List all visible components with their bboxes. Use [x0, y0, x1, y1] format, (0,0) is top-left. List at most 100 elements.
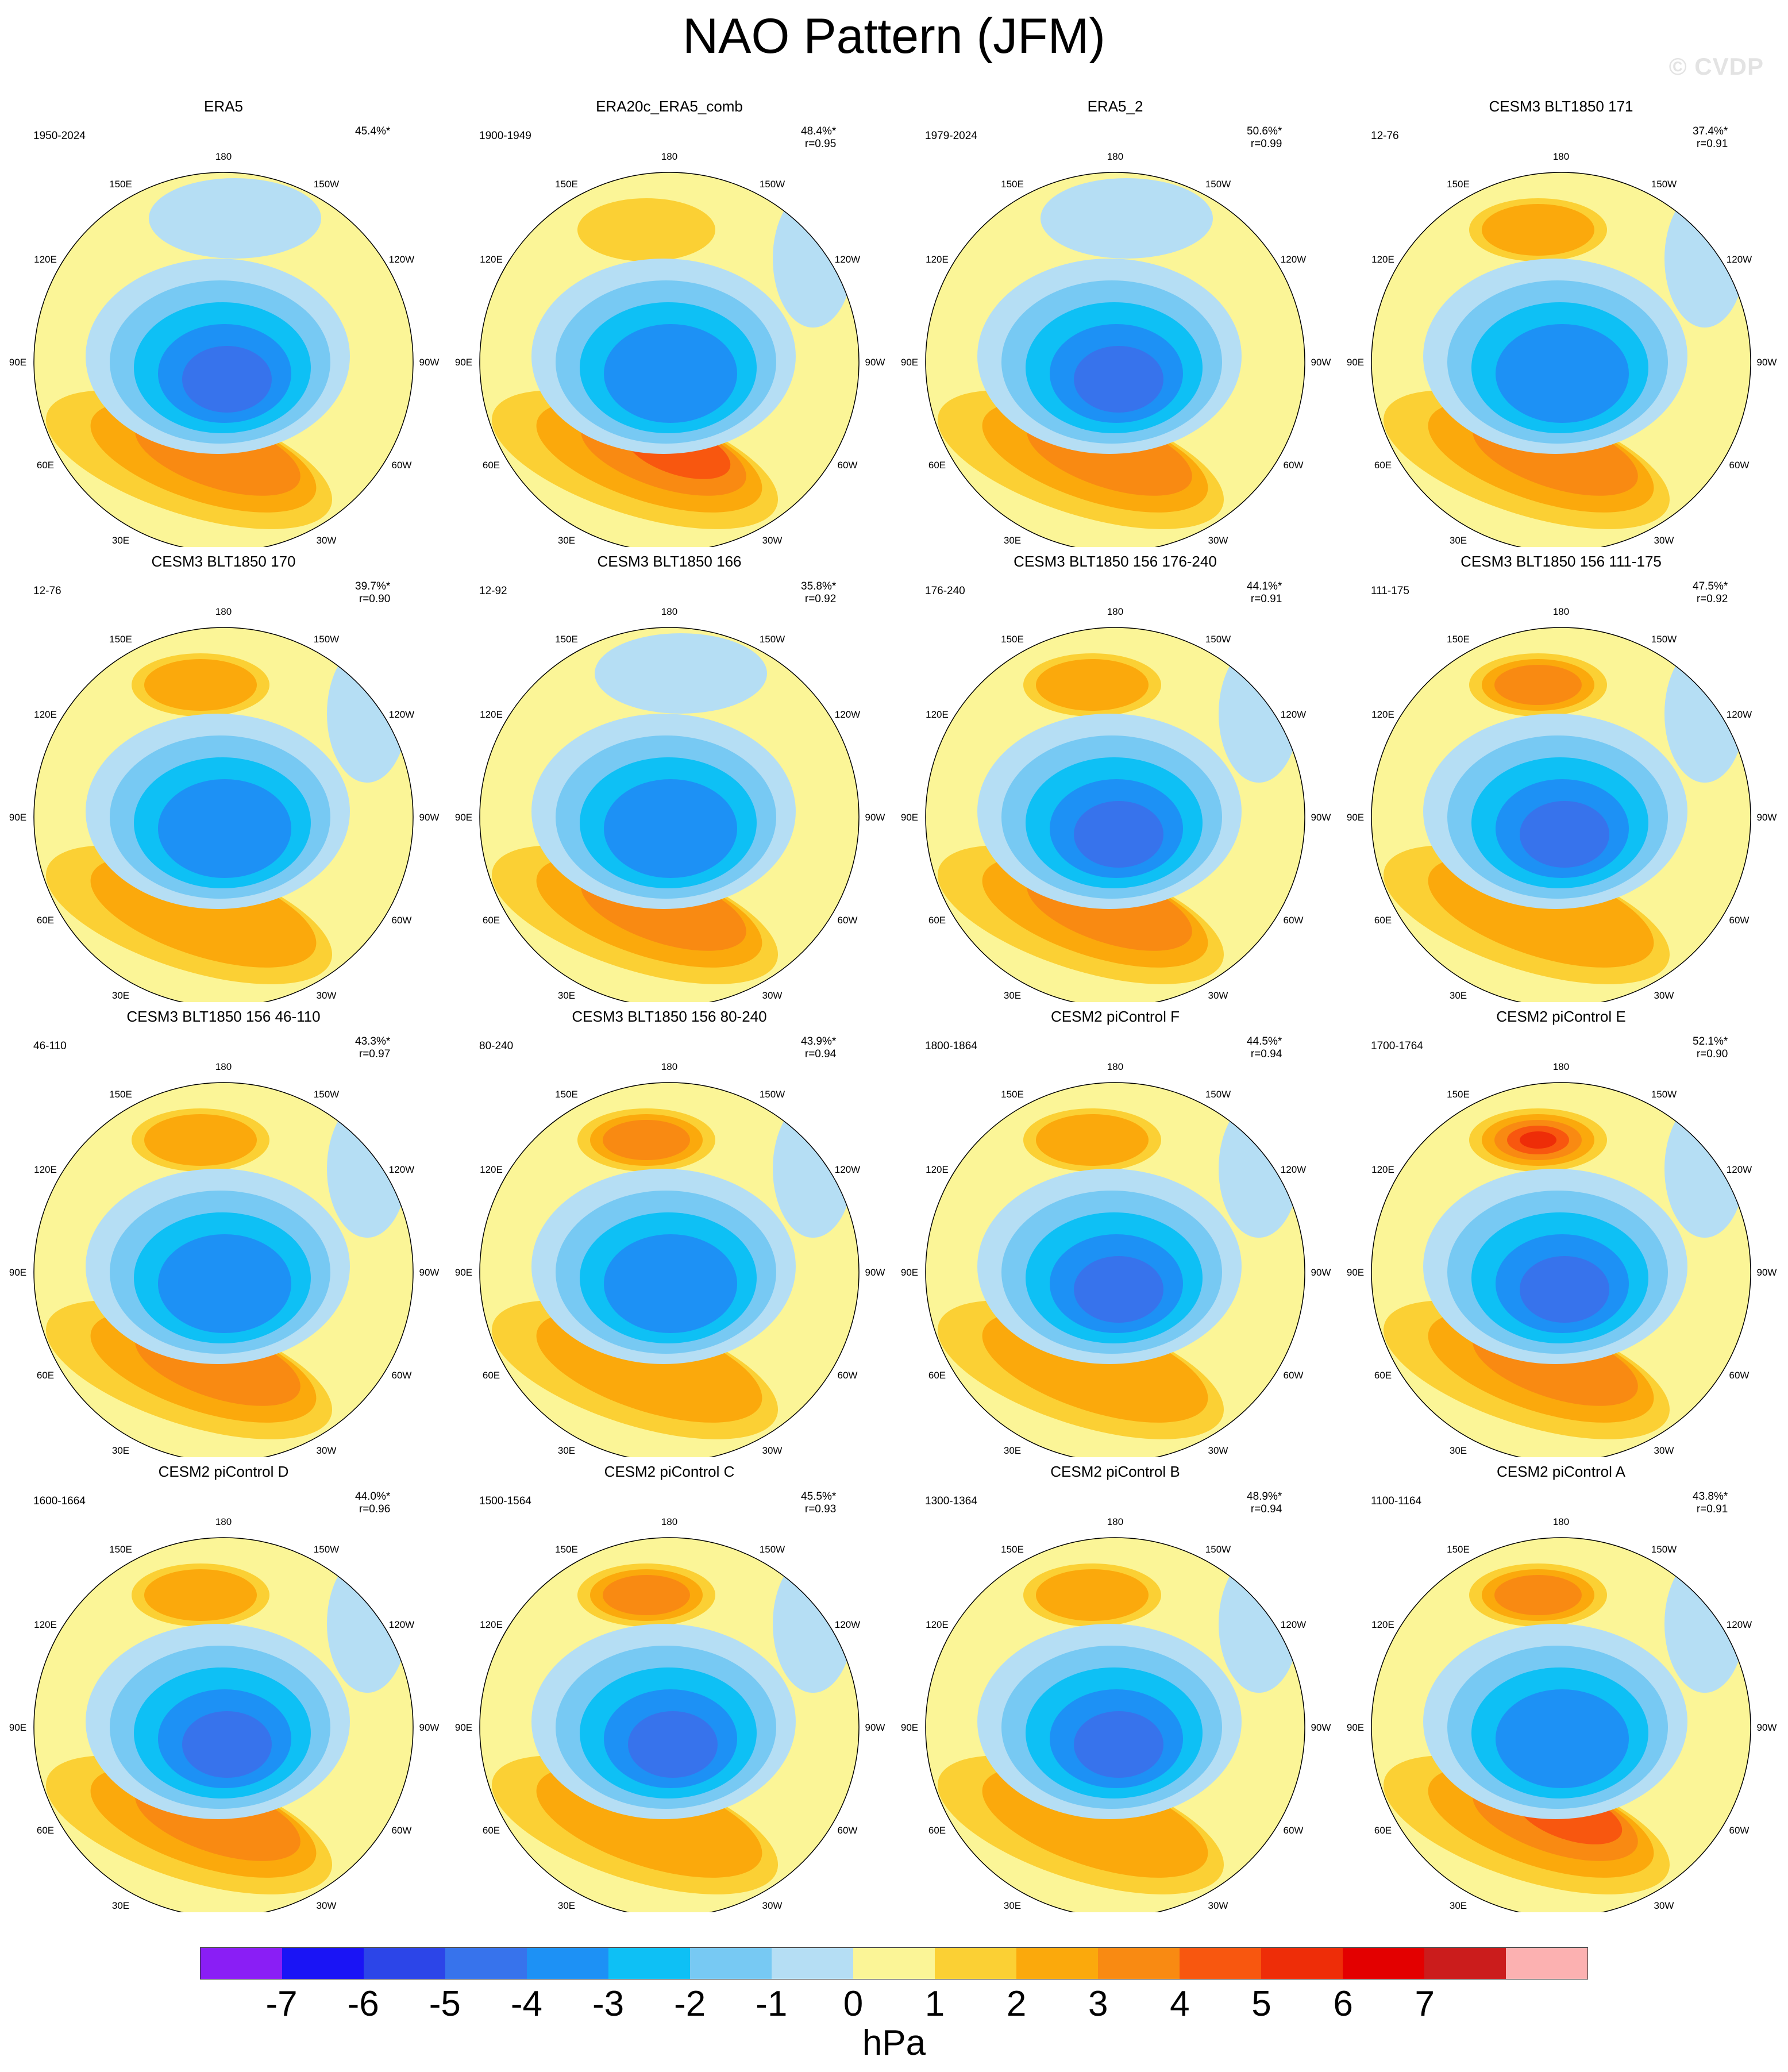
panel-title: CESM3 BLT1850 156 111-175: [1461, 553, 1662, 570]
longitude-label: 90E: [9, 1267, 26, 1278]
colorbar-box: [282, 1948, 364, 1979]
longitude-label: 120E: [480, 1619, 503, 1630]
explained-variance: 52.1%*: [1693, 1035, 1728, 1047]
field-layers: [480, 627, 859, 1002]
panel-period: 1979-2024: [925, 130, 977, 142]
colorbar-box: [445, 1948, 527, 1979]
longitude-label: 60E: [1374, 460, 1392, 471]
longitude-label: 150W: [314, 634, 339, 645]
panel-title: ERA20c_ERA5_comb: [596, 98, 743, 115]
longitude-label: 90E: [901, 812, 918, 823]
polar-map: 180150E120E90E60E30E030W60W90W120W150W: [455, 1061, 885, 1457]
longitude-label: 150E: [1447, 634, 1470, 645]
field-layers: [480, 1083, 859, 1457]
explained-variance: 48.4%*: [801, 125, 837, 137]
colorbar-tick-label: 6: [1333, 1984, 1353, 2024]
colorbar-box: [364, 1948, 445, 1979]
field-layers: [926, 172, 1305, 547]
panel-stats: 39.7%* r=0.90: [355, 580, 390, 606]
longitude-label: 120E: [34, 254, 57, 265]
polar-map: 180150E120E90E60E30E030W60W90W120W150W: [455, 606, 885, 1002]
polar-map: 180150E120E90E60E30E030W60W90W120W150W: [901, 1516, 1331, 1912]
longitude-label: 90W: [865, 1267, 885, 1278]
longitude-label: 90W: [1311, 812, 1331, 823]
longitude-label: 120W: [1727, 709, 1752, 720]
longitude-label: 60W: [1729, 1370, 1750, 1381]
explained-variance: 44.1%*: [1247, 580, 1282, 592]
panel-period: 46-110: [33, 1040, 67, 1052]
panel-period: 1100-1164: [1371, 1495, 1422, 1507]
longitude-label: 150W: [760, 634, 785, 645]
longitude-label: 60E: [928, 1370, 946, 1381]
longitude-label: 150W: [1651, 1089, 1677, 1100]
field-layers: [34, 1083, 413, 1457]
polar-map: 180150E120E90E60E30E030W60W90W120W150W: [9, 151, 439, 547]
longitude-label: 150W: [314, 1089, 339, 1100]
longitude-label: 120W: [389, 1619, 414, 1630]
panel-title: CESM2 piControl B: [1050, 1463, 1180, 1480]
polar-map: 180150E120E90E60E30E030W60W90W120W150W: [9, 1061, 439, 1457]
longitude-label: 180: [1553, 1061, 1569, 1072]
panel-period: 1600-1664: [33, 1495, 86, 1507]
explained-variance: 50.6%*: [1247, 125, 1282, 137]
longitude-label: 120E: [1371, 1619, 1394, 1630]
pattern-correlation: r=0.92: [1696, 593, 1728, 605]
explained-variance: 39.7%*: [355, 580, 391, 592]
longitude-label: 90E: [455, 1267, 472, 1278]
panel-period: 1800-1864: [925, 1040, 977, 1052]
map-panel: ERA20c_ERA5_comb 1900-1949 48.4%* r=0.95 180…: [446, 92, 893, 547]
longitude-label: 150W: [1205, 179, 1231, 190]
longitude-label: 180: [1107, 151, 1123, 162]
longitude-label: 150W: [1205, 634, 1231, 645]
polar-map: 180150E120E90E60E30E030W60W90W120W150W: [9, 606, 439, 1002]
longitude-label: 150W: [314, 1544, 339, 1555]
polar-map: 180150E120E90E60E30E030W60W90W120W150W: [1347, 151, 1777, 547]
longitude-label: 60E: [37, 1370, 54, 1381]
pattern-correlation: r=0.90: [1696, 1048, 1728, 1060]
longitude-label: 30E: [558, 1900, 575, 1911]
longitude-label: 150E: [1001, 179, 1024, 190]
longitude-label: 30W: [762, 990, 783, 1001]
longitude-label: 150E: [1447, 1089, 1470, 1100]
longitude-label: 30W: [1654, 1445, 1674, 1456]
longitude-label: 30W: [762, 1900, 783, 1911]
longitude-label: 120W: [1727, 254, 1752, 265]
colorbar-tick-label: -3: [592, 1984, 625, 2024]
panel-stats: 48.9%* r=0.94: [1247, 1491, 1282, 1516]
panel-stats: 44.5%* r=0.94: [1247, 1035, 1282, 1061]
longitude-label: 150W: [1205, 1089, 1231, 1100]
longitude-label: 90W: [1311, 1267, 1331, 1278]
longitude-label: 30W: [317, 535, 337, 546]
colorbar-box: [1424, 1948, 1506, 1979]
colorbar-box: [772, 1948, 853, 1979]
map-panel: CESM2 piControl E 1700-1764 52.1%* r=0.90 18…: [1338, 1002, 1785, 1457]
colorbar-tick-label: 1: [924, 1984, 945, 2024]
map-panel: CESM2 piControl B 1300-1364 48.9%* r=0.94 18…: [892, 1457, 1339, 1912]
longitude-label: 60W: [392, 1370, 412, 1381]
longitude-label: 30E: [1004, 1445, 1021, 1456]
longitude-label: 120E: [926, 254, 949, 265]
longitude-label: 150W: [1651, 634, 1677, 645]
explained-variance: 48.9%*: [1247, 1491, 1282, 1503]
longitude-label: 120W: [1281, 1619, 1306, 1630]
colorbar-box: [1098, 1948, 1180, 1979]
longitude-label: 180: [661, 151, 677, 162]
longitude-label: 90E: [1347, 357, 1364, 368]
map-panel: CESM2 piControl C 1500-1564 45.5%* r=0.93 18…: [446, 1457, 893, 1912]
longitude-label: 120W: [389, 1164, 414, 1175]
longitude-label: 120W: [835, 709, 860, 720]
polar-map: 180150E120E90E60E30E030W60W90W120W150W: [901, 151, 1331, 547]
longitude-label: 90E: [1347, 1267, 1364, 1278]
longitude-label: 60E: [483, 1370, 500, 1381]
polar-map: 180150E120E90E60E30E030W60W90W120W150W: [9, 1516, 439, 1912]
longitude-label: 60E: [37, 915, 54, 926]
longitude-label: 90W: [1757, 357, 1777, 368]
colorbar-box: [1180, 1948, 1261, 1979]
longitude-label: 30E: [112, 1445, 129, 1456]
longitude-label: 90W: [1757, 1722, 1777, 1733]
panel-period: 80-240: [479, 1040, 514, 1052]
longitude-label: 30W: [1654, 990, 1674, 1001]
panel-title: CESM2 piControl E: [1496, 1008, 1626, 1025]
longitude-label: 150E: [1001, 1089, 1024, 1100]
longitude-label: 30E: [558, 535, 575, 546]
